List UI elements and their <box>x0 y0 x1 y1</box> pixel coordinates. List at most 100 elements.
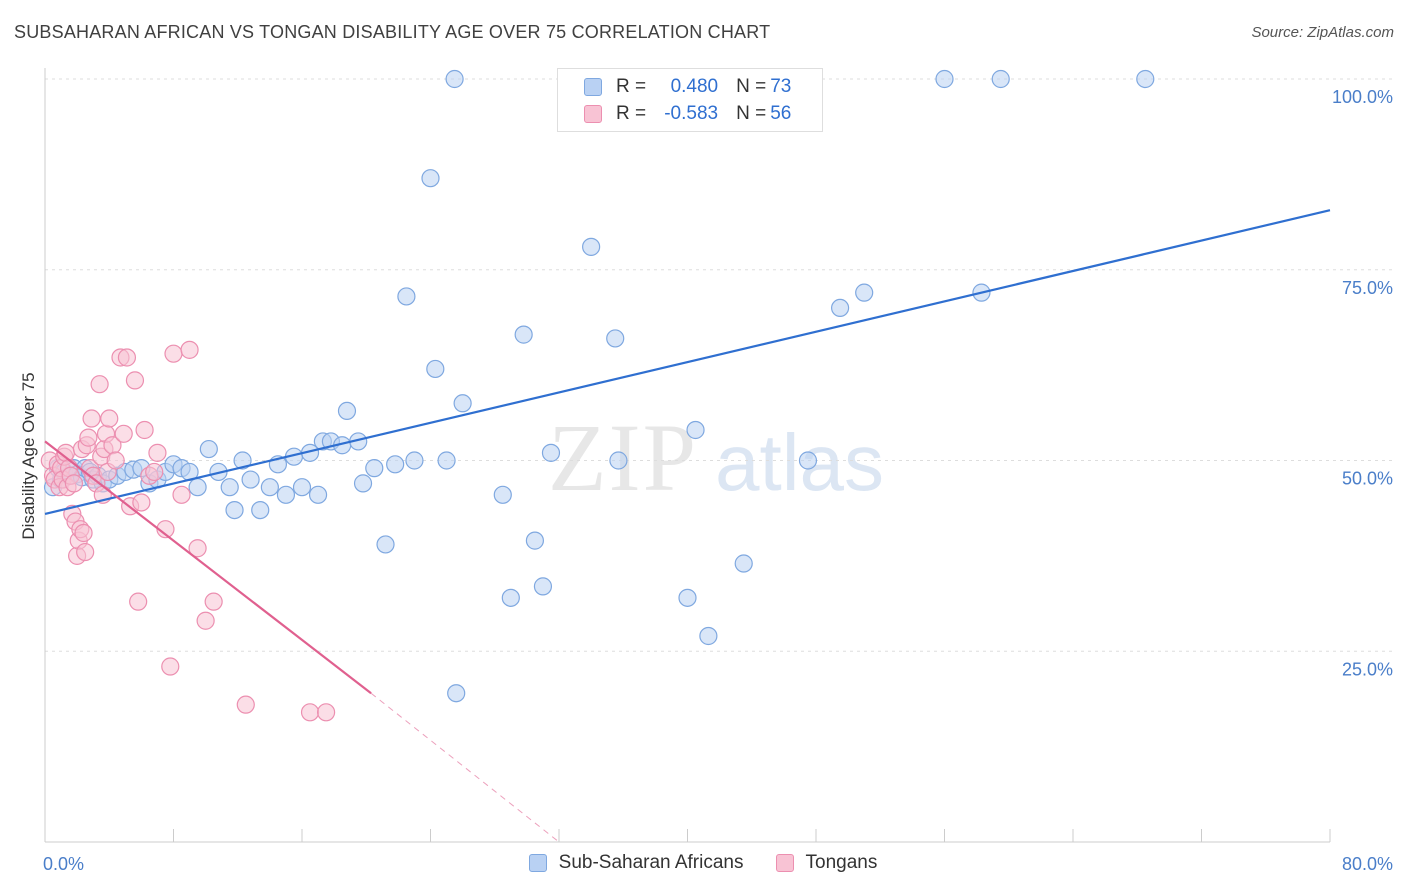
data-point <box>180 340 199 359</box>
data-point <box>397 287 416 306</box>
data-point <box>609 451 628 470</box>
data-point <box>1136 69 1155 89</box>
legend-row-sub-saharan: R = 0.480 N = 73 <box>584 74 791 100</box>
y-tick-label: 25.0% <box>1342 659 1393 679</box>
data-point <box>161 657 180 676</box>
trend-line <box>44 440 372 695</box>
data-point <box>445 69 464 89</box>
data-point <box>276 485 296 504</box>
data-point <box>405 451 424 470</box>
legend-swatch-blue <box>584 78 602 96</box>
data-point <box>386 455 405 474</box>
legend-r-value: 0.480 <box>670 76 719 97</box>
trend-lines <box>44 209 1331 843</box>
data-point <box>300 703 320 722</box>
trend-line <box>44 209 1331 515</box>
data-point <box>678 588 697 607</box>
data-point <box>308 485 328 504</box>
data-point <box>100 409 119 428</box>
legend-label: Sub-Saharan Africans <box>558 852 744 873</box>
data-point <box>79 428 98 447</box>
data-point <box>935 69 954 89</box>
legend-n-value: 56 <box>770 103 792 124</box>
data-point <box>421 169 440 188</box>
data-point <box>172 485 191 504</box>
data-point <box>125 371 145 390</box>
data-point <box>292 478 312 497</box>
data-point <box>233 451 252 470</box>
data-point <box>64 474 84 493</box>
data-point <box>220 478 239 497</box>
data-point <box>501 588 520 607</box>
data-point <box>188 539 207 558</box>
data-point <box>493 485 512 504</box>
data-point <box>798 451 818 470</box>
data-point <box>204 592 223 611</box>
data-point <box>145 462 164 482</box>
data-point <box>148 443 167 462</box>
y-axis-label: Disability Age Over 75 <box>19 372 38 539</box>
legend-item-sub-saharan[interactable]: Sub-Saharan Africans <box>528 852 744 874</box>
data-point <box>734 554 753 573</box>
data-point <box>365 459 384 478</box>
source-label: Source: ZipAtlas.com <box>1251 24 1394 41</box>
legend-n-label: N = <box>736 103 767 124</box>
data-point <box>830 298 850 317</box>
data-point <box>447 684 466 703</box>
grid <box>45 78 1392 652</box>
data-point <box>76 542 95 562</box>
data-point <box>699 626 718 646</box>
series-legend: Sub-Saharan Africans Tongans <box>0 852 1406 874</box>
data-point <box>114 424 133 443</box>
data-point <box>251 500 270 520</box>
legend-n-label: N = <box>736 76 767 97</box>
data-point <box>582 237 601 256</box>
legend-swatch-pink <box>775 854 794 872</box>
data-point <box>376 535 395 554</box>
data-point <box>135 420 154 440</box>
y-tick-label: 50.0% <box>1342 469 1393 489</box>
data-point <box>117 348 137 367</box>
y-tick-label: 100.0% <box>1332 87 1393 107</box>
x-tick-label: 0.0% <box>43 854 84 874</box>
series-sub-saharan-points <box>43 69 1155 703</box>
data-point <box>225 500 244 520</box>
legend-row-tongans: R = -0.583 N = 56 <box>584 101 791 127</box>
data-point <box>188 478 207 497</box>
data-point <box>991 69 1010 89</box>
series-tongans-points <box>40 340 336 722</box>
data-point <box>106 451 125 470</box>
legend-label: Tongans <box>805 852 878 873</box>
data-point <box>541 443 561 462</box>
legend-r-value: -0.583 <box>664 103 719 124</box>
data-point <box>164 344 183 363</box>
data-point <box>525 531 545 550</box>
correlation-legend: R = 0.480 N = 73 R = -0.583 N = 56 <box>557 68 823 132</box>
data-point <box>90 375 109 394</box>
legend-r-label: R = <box>616 103 647 124</box>
data-point <box>196 611 215 630</box>
x-tick-label: 80.0% <box>1342 854 1393 874</box>
legend-n-value: 73 <box>770 76 792 97</box>
data-point <box>426 359 445 379</box>
legend-item-tongans[interactable]: Tongans <box>775 852 878 874</box>
axis-labels: 25.0% 50.0% 75.0% 100.0% 0.0% 80.0% Disability… <box>19 87 1393 874</box>
data-point <box>353 474 373 493</box>
data-point <box>236 695 255 714</box>
data-point <box>132 493 151 512</box>
legend-r-label: R = <box>616 76 647 97</box>
data-point <box>316 703 336 722</box>
data-point <box>514 325 533 344</box>
data-point <box>453 394 472 413</box>
legend-swatch-pink <box>584 105 602 123</box>
chart-title: SUBSAHARAN AFRICAN VS TONGAN DISABILITY … <box>14 22 771 42</box>
data-point <box>437 451 456 470</box>
data-point <box>337 401 357 421</box>
data-point <box>241 470 260 489</box>
data-point <box>260 478 279 497</box>
legend-swatch-blue <box>528 854 547 872</box>
data-point <box>686 420 705 440</box>
data-point <box>82 409 101 428</box>
data-point <box>129 592 148 611</box>
